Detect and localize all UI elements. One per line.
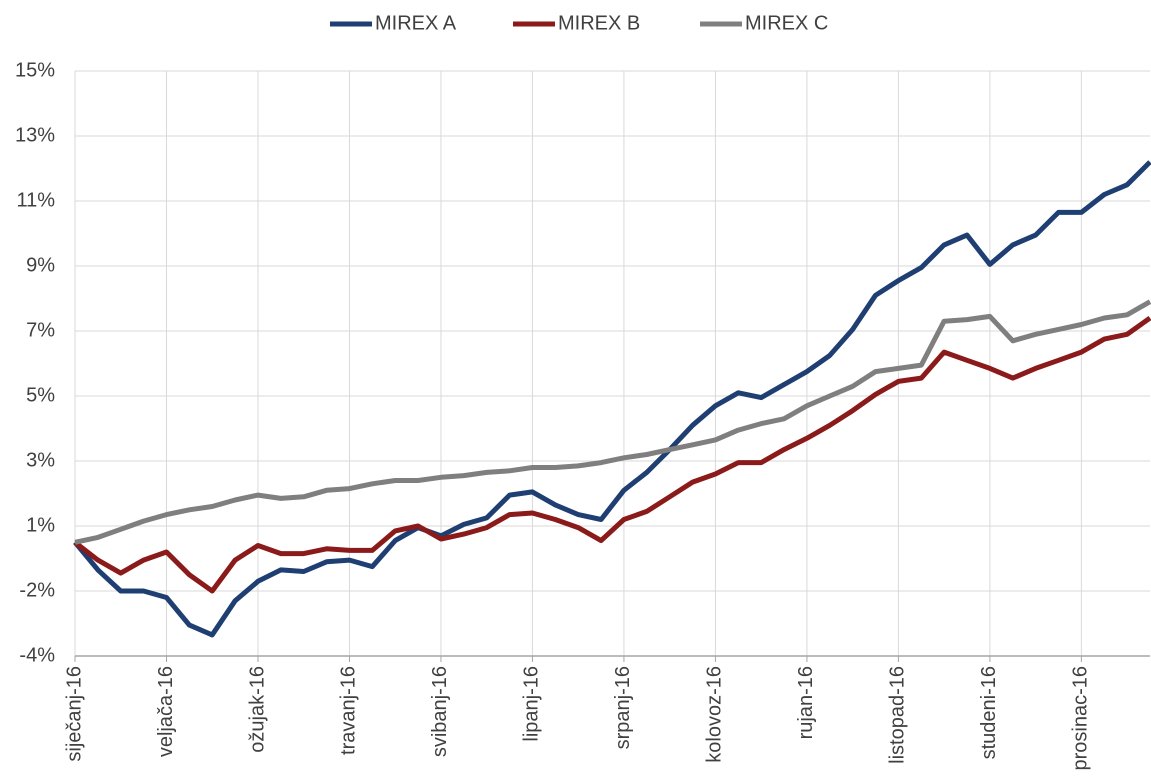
x-tick-label: prosinac-16	[1070, 666, 1092, 771]
x-tick-label: kolovoz-16	[704, 666, 726, 763]
x-tick-label: srpanj-16	[612, 666, 634, 749]
y-tick-label: 11%	[16, 189, 55, 211]
x-tick-label: listopad-16	[887, 666, 909, 764]
y-tick-label: 7%	[26, 319, 55, 341]
x-tick-label: veljača-16	[155, 666, 177, 757]
series-line	[73, 315, 1151, 594]
series-line	[74, 299, 1151, 545]
y-tick-label: 5%	[26, 384, 55, 406]
y-tick-label: -4%	[19, 644, 55, 666]
series-line	[73, 160, 1151, 638]
x-tick-label: ožujak-16	[246, 666, 268, 753]
x-tick-label: rujan-16	[795, 666, 817, 739]
legend-label: MIREX C	[745, 12, 828, 34]
y-tick-label: 15%	[15, 59, 55, 81]
x-tick-label: siječanj-16	[63, 666, 85, 762]
x-tick-label: lipanj-16	[521, 666, 543, 742]
x-tick-label: svibanj-16	[429, 666, 451, 757]
x-tick-label: travanj-16	[338, 666, 360, 755]
y-tick-label: 1%	[26, 514, 55, 536]
legend-label: MIREX B	[558, 12, 640, 34]
y-tick-label: 13%	[15, 124, 55, 146]
y-tick-label: -2%	[19, 579, 55, 601]
legend-label: MIREX A	[375, 12, 457, 34]
y-tick-label: 9%	[26, 254, 55, 276]
y-tick-label: 3%	[26, 449, 55, 471]
x-tick-label: studeni-16	[978, 666, 1000, 759]
